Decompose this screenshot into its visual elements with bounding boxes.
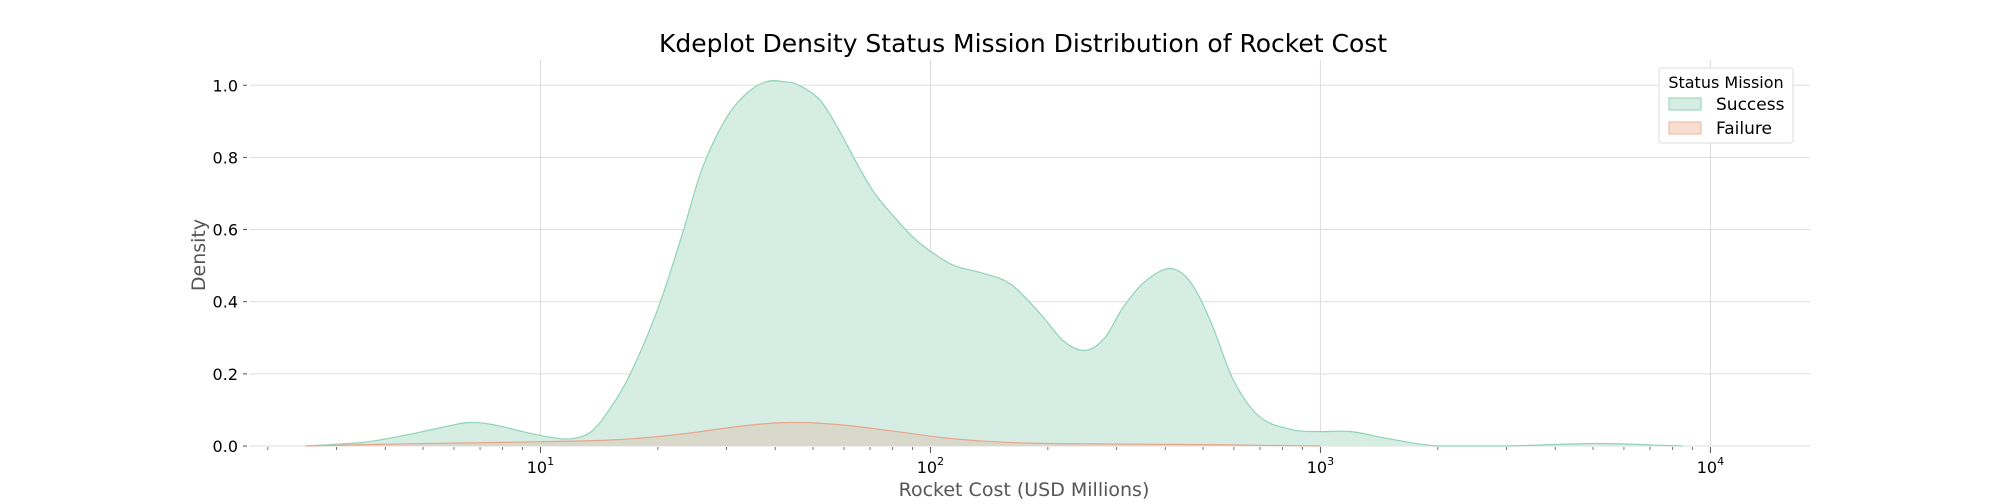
chart-title: Kdeplot Density Status Mission Distribut… (659, 29, 1387, 58)
line-success (305, 80, 1683, 447)
legend-swatch-failure (1668, 121, 1702, 135)
legend-title: Status Mission (1668, 73, 1783, 92)
legend-swatch-success (1668, 97, 1702, 111)
x-axis-label: Rocket Cost (USD Millions) (899, 479, 1150, 500)
y-tick-label: 0.0 (213, 437, 238, 456)
y-tick-label: 0.2 (213, 365, 238, 384)
axes-layer: 0.0 0.2 0.4 0.6 0.8 1.0 101 102 103 104 (213, 76, 1725, 477)
y-axis-label: Density (188, 219, 210, 291)
y-tick-label: 0.4 (213, 293, 238, 312)
y-tick-label: 0.8 (213, 148, 238, 167)
x-tick-label: 101 (527, 455, 554, 477)
legend-label-success: Success (1716, 95, 1785, 115)
legend: Status Mission Success Failure (1658, 67, 1794, 144)
line-failure (305, 421, 1321, 447)
y-tick-label: 0.6 (213, 221, 238, 240)
series-layer (305, 80, 1683, 447)
legend-label-failure: Failure (1716, 119, 1772, 139)
x-tick-label: 103 (1307, 455, 1334, 477)
x-tick-label: 104 (1697, 455, 1724, 477)
y-tick-label: 1.0 (213, 76, 238, 95)
area-success (305, 80, 1683, 446)
x-tick-label: 102 (917, 455, 944, 477)
area-failure (305, 422, 1321, 446)
